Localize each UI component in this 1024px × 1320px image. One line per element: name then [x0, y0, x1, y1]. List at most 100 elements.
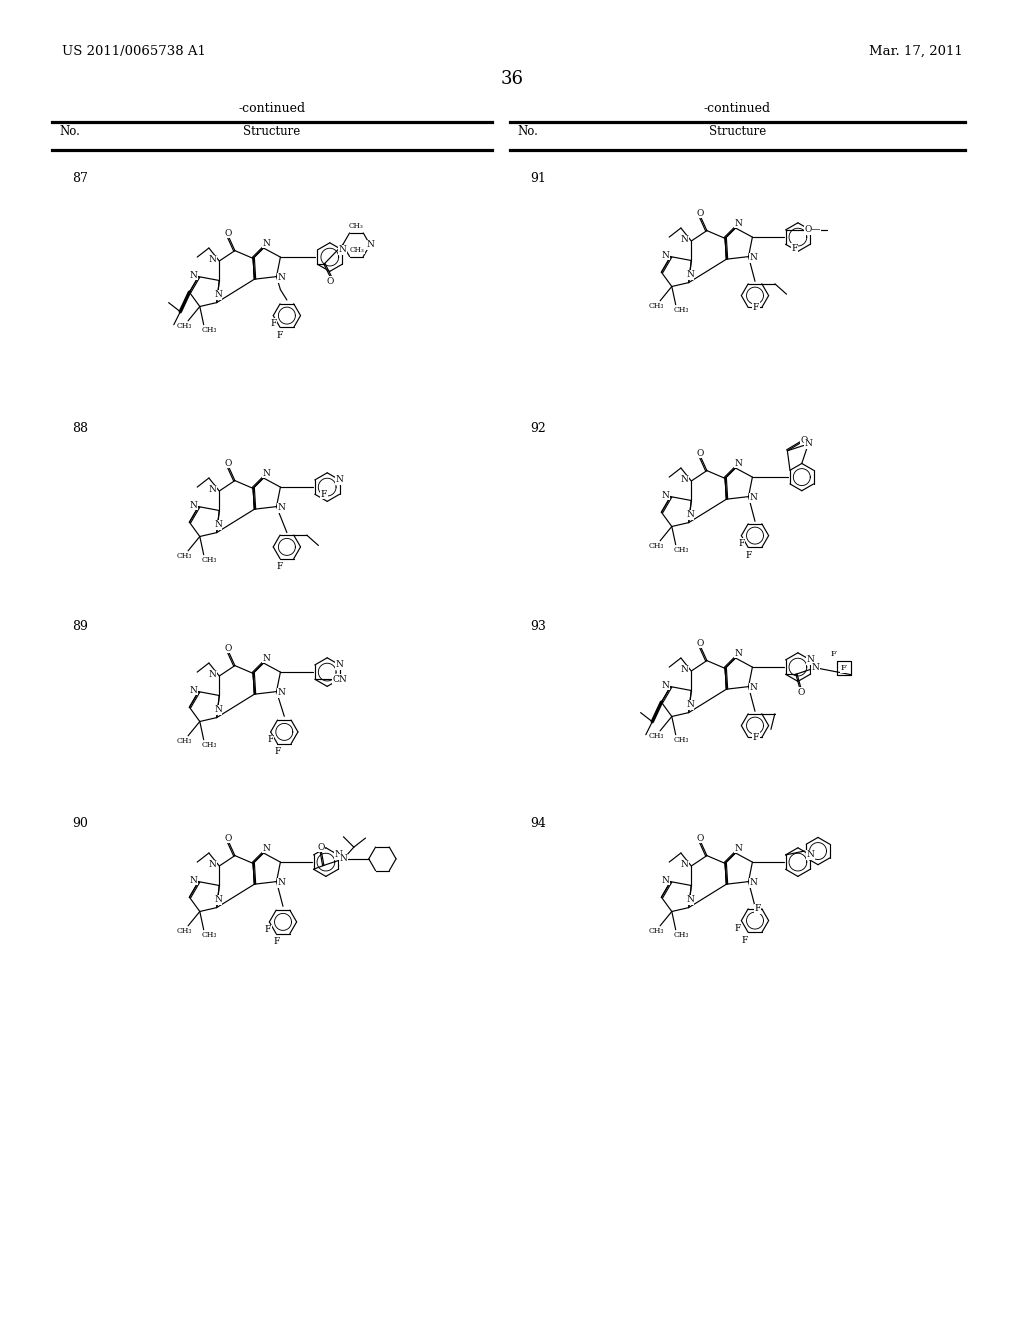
- Text: N: N: [278, 878, 285, 887]
- Text: CH₃: CH₃: [673, 931, 688, 939]
- Text: N: N: [278, 689, 285, 697]
- Text: 94: 94: [530, 817, 546, 830]
- Text: F: F: [265, 925, 271, 935]
- Text: CH₃: CH₃: [176, 552, 191, 560]
- Text: CH₃: CH₃: [201, 326, 217, 334]
- Text: CH₃: CH₃: [673, 737, 688, 744]
- Text: F: F: [270, 319, 276, 327]
- Text: N: N: [750, 684, 757, 693]
- Text: N: N: [189, 875, 198, 884]
- Text: F: F: [273, 937, 280, 946]
- Text: N: N: [805, 440, 812, 449]
- Text: Mar. 17, 2011: Mar. 17, 2011: [869, 45, 963, 58]
- Text: N: N: [734, 219, 742, 228]
- Text: O: O: [696, 833, 705, 842]
- Text: N: N: [262, 843, 270, 853]
- Text: CN: CN: [332, 675, 347, 684]
- Text: F: F: [274, 747, 281, 756]
- Text: -continued: -continued: [703, 102, 771, 115]
- Text: N: N: [662, 251, 670, 260]
- Text: CH₃: CH₃: [201, 741, 217, 748]
- Text: CH₃: CH₃: [201, 931, 217, 939]
- Text: N: N: [750, 878, 757, 887]
- Text: N: N: [686, 271, 694, 280]
- Text: O—: O—: [805, 226, 821, 235]
- Text: N: N: [811, 663, 819, 672]
- Text: F: F: [321, 490, 327, 499]
- Text: CH₃: CH₃: [348, 223, 364, 231]
- Text: O: O: [801, 436, 808, 445]
- Text: 88: 88: [72, 422, 88, 436]
- Text: 92: 92: [530, 422, 546, 436]
- Text: O: O: [798, 688, 805, 697]
- Text: 87: 87: [72, 172, 88, 185]
- Text: 90: 90: [72, 817, 88, 830]
- Text: N: N: [262, 469, 270, 478]
- Text: N: N: [336, 660, 343, 669]
- Text: N: N: [209, 255, 217, 264]
- Text: N: N: [214, 520, 222, 529]
- Text: 93: 93: [530, 620, 546, 634]
- Text: No.: No.: [59, 125, 80, 139]
- Text: O: O: [224, 644, 232, 652]
- Text: Structure: Structure: [709, 125, 766, 139]
- Text: N: N: [681, 475, 689, 484]
- Text: No.: No.: [517, 125, 538, 139]
- Text: N: N: [262, 239, 270, 248]
- Text: 36: 36: [501, 70, 523, 88]
- Text: N: N: [209, 671, 217, 680]
- Text: N: N: [734, 843, 742, 853]
- Text: CH₃: CH₃: [648, 733, 664, 741]
- Text: N: N: [340, 854, 347, 863]
- Text: N: N: [209, 486, 217, 494]
- Text: CH₃: CH₃: [176, 927, 191, 935]
- Text: F: F: [741, 936, 748, 945]
- Text: CH₃: CH₃: [648, 543, 664, 550]
- Text: CH₃: CH₃: [673, 546, 688, 554]
- Text: O: O: [317, 842, 325, 851]
- Text: N: N: [806, 850, 814, 859]
- Text: N: N: [336, 475, 343, 484]
- Text: CH₃: CH₃: [648, 927, 664, 935]
- Text: N: N: [189, 500, 198, 510]
- Text: N: N: [662, 681, 670, 690]
- Text: F: F: [745, 550, 752, 560]
- Text: CH₃: CH₃: [176, 737, 191, 744]
- Text: N: N: [335, 850, 342, 859]
- Text: N: N: [662, 491, 670, 500]
- Text: F: F: [267, 735, 273, 744]
- Text: O: O: [327, 277, 334, 285]
- Text: N: N: [209, 861, 217, 869]
- Text: F: F: [754, 904, 761, 913]
- Text: CH₃: CH₃: [648, 302, 664, 310]
- Text: F: F: [276, 562, 284, 572]
- Text: N: N: [686, 895, 694, 904]
- Text: N: N: [278, 273, 285, 282]
- Text: N: N: [214, 705, 222, 714]
- Text: Structure: Structure: [244, 125, 301, 139]
- Text: N: N: [214, 895, 222, 904]
- Text: O: O: [224, 833, 232, 842]
- Text: US 2011/0065738 A1: US 2011/0065738 A1: [62, 45, 206, 58]
- Text: N: N: [681, 235, 689, 244]
- Text: N: N: [681, 665, 689, 675]
- Text: N: N: [681, 861, 689, 869]
- Text: CH₃: CH₃: [673, 306, 688, 314]
- Text: N: N: [278, 503, 285, 512]
- Text: N: N: [686, 701, 694, 709]
- Text: N: N: [367, 240, 374, 249]
- Text: N: N: [262, 653, 270, 663]
- Text: N: N: [338, 246, 346, 255]
- Text: -continued: -continued: [239, 102, 305, 115]
- Text: 91: 91: [530, 172, 546, 185]
- Text: F: F: [753, 733, 759, 742]
- Text: O: O: [224, 458, 232, 467]
- Text: F: F: [276, 331, 284, 339]
- Text: N: N: [214, 290, 222, 300]
- Text: CH₃: CH₃: [349, 246, 365, 253]
- Text: F: F: [738, 539, 744, 548]
- Text: O: O: [224, 228, 232, 238]
- Text: N: N: [189, 686, 198, 694]
- Text: 89: 89: [72, 620, 88, 634]
- Text: CH₃: CH₃: [176, 322, 191, 330]
